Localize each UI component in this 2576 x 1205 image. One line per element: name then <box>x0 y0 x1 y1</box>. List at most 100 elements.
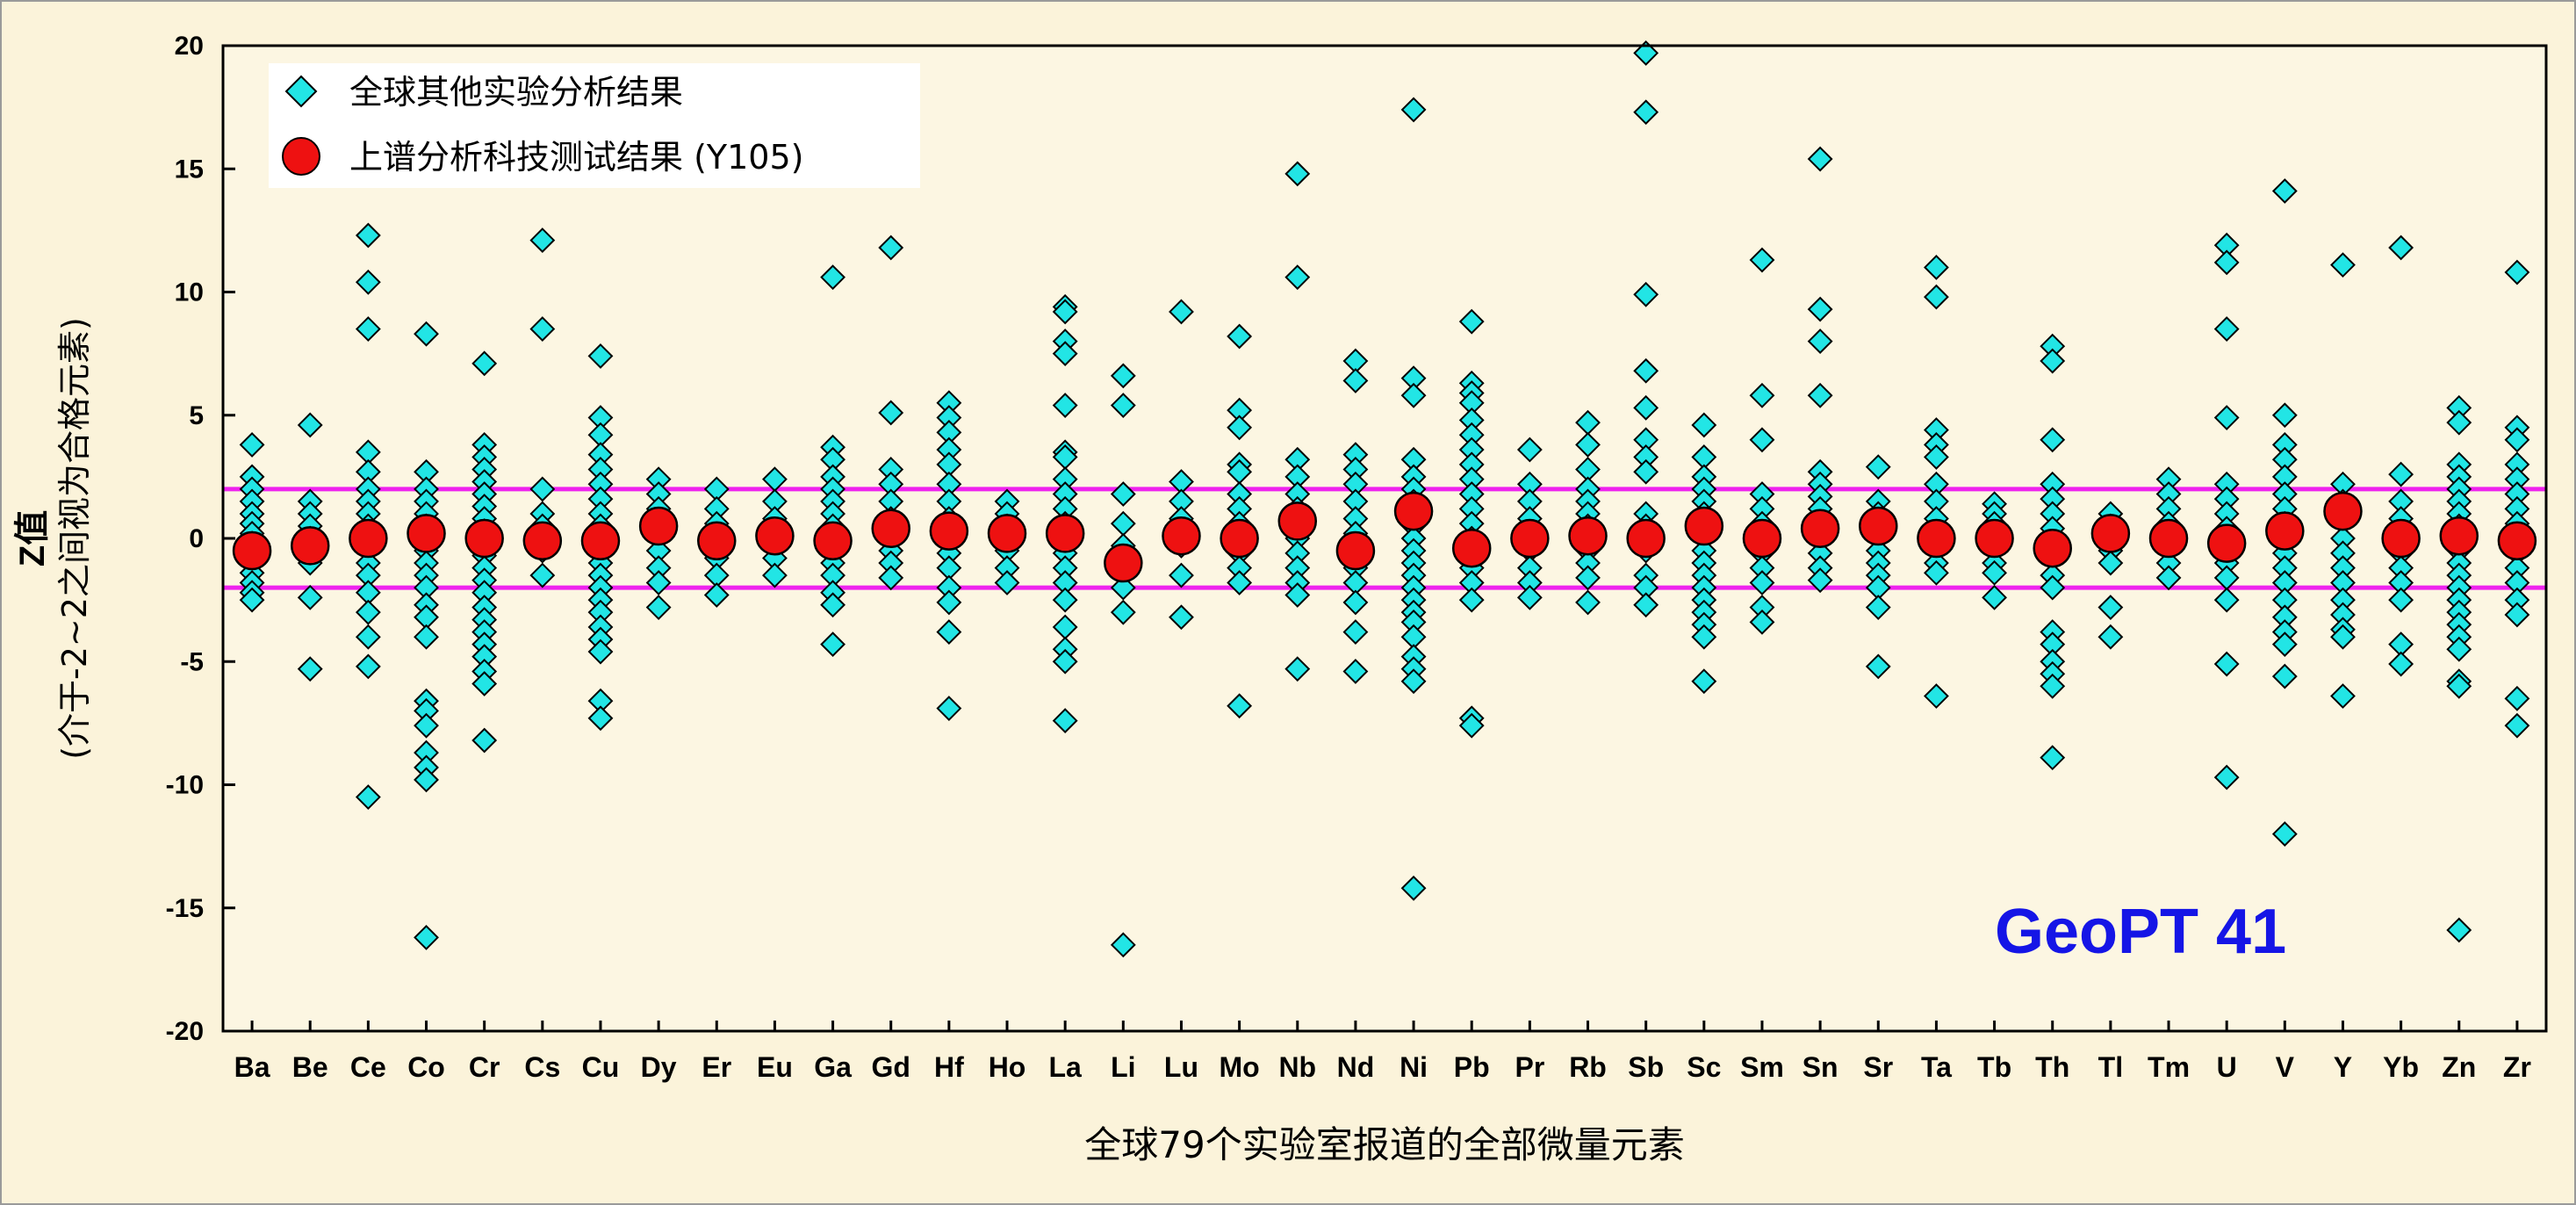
lab-result-point-mo <box>1227 693 1253 719</box>
lab-result-point-sn <box>1807 328 1833 355</box>
lab-result-point-nb <box>1284 656 1311 682</box>
y105-result-point-ga <box>813 521 853 561</box>
lab-result-point-la <box>1052 587 1078 613</box>
y105-result-point-er <box>697 521 737 561</box>
lab-result-point-ce <box>355 222 381 249</box>
lab-result-point-v <box>2271 663 2298 689</box>
x-tick-label-ba: Ba <box>234 1051 270 1083</box>
lab-result-point-tb <box>1982 584 2007 610</box>
lab-result-point-pr <box>1516 584 1543 610</box>
lab-result-point-nb <box>1284 264 1311 291</box>
y105-result-point-la <box>1045 514 1085 553</box>
lab-result-point-sb <box>1633 592 1659 618</box>
lab-result-point-sm <box>1749 427 1775 453</box>
x-tick-label-mo: Mo <box>1220 1051 1260 1083</box>
lab-result-point-sm <box>1749 382 1775 408</box>
lab-result-point-zr <box>2504 712 2530 739</box>
y105-result-point-be <box>290 526 330 566</box>
x-tick-label-sm: Sm <box>1740 1051 1784 1083</box>
x-tick-label-la: La <box>1049 1051 1083 1083</box>
y-tick-label: -15 <box>166 894 204 923</box>
lab-result-point-u <box>2213 405 2240 430</box>
y105-result-point-tm <box>2148 518 2189 559</box>
lab-result-point-ni <box>1400 97 1427 123</box>
lab-result-point-th <box>2040 348 2066 374</box>
lab-result-point-er <box>703 582 730 608</box>
y105-results-markers <box>232 491 2537 583</box>
lab-result-point-la <box>1052 341 1078 367</box>
lab-result-point-ce <box>355 599 381 625</box>
x-tick-label-pb: Pb <box>1454 1051 1490 1083</box>
y-tick-label: 0 <box>189 524 204 553</box>
x-tick-label-ni: Ni <box>1400 1051 1428 1083</box>
plot-area <box>223 46 2546 1031</box>
lab-result-point-v <box>2271 631 2298 658</box>
y105-result-point-ba <box>232 530 272 571</box>
y-tick-label: 15 <box>175 155 204 184</box>
lab-result-point-tl <box>2097 595 2124 620</box>
y105-result-point-ta <box>1917 518 1956 559</box>
lab-result-point-cr <box>471 671 498 696</box>
lab-result-point-cr <box>471 727 498 754</box>
lab-result-point-sn <box>1807 382 1833 408</box>
x-tick-label-cs: Cs <box>524 1051 560 1083</box>
x-tick-label-th: Th <box>2035 1051 2069 1083</box>
lab-result-point-v <box>2271 821 2298 848</box>
lab-result-point-nd <box>1342 368 1369 393</box>
lab-result-point-mo <box>1227 570 1253 595</box>
x-tick-label-pr: Pr <box>1515 1051 1544 1083</box>
x-tick-label-ce: Ce <box>350 1051 386 1083</box>
lab-result-point-yb <box>2388 587 2414 613</box>
lab-result-point-la <box>1052 648 1078 675</box>
y-axis-ticks: 20 15 10 5 0 -5 -10 -15 -20 <box>166 32 235 1046</box>
lab-result-point-cs <box>529 562 556 588</box>
lab-result-point-pb <box>1458 308 1485 335</box>
lab-result-point-tb <box>1982 559 2007 586</box>
lab-result-point-sm <box>1749 570 1775 595</box>
lab-result-point-sb <box>1633 281 1659 307</box>
lab-result-point-sb <box>1633 99 1659 126</box>
y105-result-point-sn <box>1800 509 1840 549</box>
lab-result-point-sn <box>1807 296 1833 322</box>
lab-result-point-co <box>414 624 439 650</box>
y105-result-point-sb <box>1626 518 1666 559</box>
x-tick-label-v: V <box>2276 1051 2295 1083</box>
y105-result-point-y <box>2323 491 2363 531</box>
lab-result-point-mo <box>1227 415 1253 441</box>
x-tick-label-tl: Tl <box>2098 1051 2123 1083</box>
y105-result-point-ni <box>1393 491 1434 531</box>
lab-result-point-gd <box>878 565 904 591</box>
x-axis-ticks: Ba Be Ce Co Cr Cs Cu Dy Er Eu Ga Gd Hf Ho La Li Lu Mo Nb Nd… <box>234 1021 2531 1083</box>
y105-result-point-mo <box>1220 518 1259 559</box>
lab-result-point-ni <box>1400 382 1427 408</box>
lab-result-point-ta <box>1924 444 1949 470</box>
lab-result-point-cu <box>587 705 614 732</box>
lab-result-point-zn <box>2446 409 2472 436</box>
y105-result-point-yb <box>2381 518 2421 559</box>
y105-result-point-hf <box>929 511 969 551</box>
lab-result-point-li <box>1110 599 1136 625</box>
lab-result-point-th <box>2040 673 2066 699</box>
y105-result-point-th <box>2033 528 2072 568</box>
x-tick-label-u: U <box>2217 1051 2237 1083</box>
lab-result-point-zn <box>2446 673 2472 699</box>
y105-result-point-sm <box>1742 518 1782 559</box>
lab-result-point-hf <box>936 589 962 616</box>
y105-result-point-ce <box>349 518 388 559</box>
lab-result-point-sc <box>1691 668 1717 695</box>
lab-result-point-la <box>1052 708 1078 733</box>
x-tick-label-co: Co <box>407 1051 445 1083</box>
x-tick-label-sn: Sn <box>1802 1051 1838 1083</box>
lab-result-point-sr <box>1865 595 1891 620</box>
x-tick-label-nd: Nd <box>1337 1051 1375 1083</box>
y105-result-point-zn <box>2439 516 2479 556</box>
y-axis-title: Z值 (介于-2~2之间视为合格元素) <box>13 317 94 760</box>
lab-result-point-ta <box>1924 284 1949 310</box>
lab-result-point-ta <box>1924 559 1949 586</box>
lab-result-point-u <box>2213 249 2240 276</box>
lab-result-point-tl <box>2097 550 2124 576</box>
lab-result-point-ba <box>239 431 265 458</box>
lab-result-point-la <box>1052 299 1078 325</box>
y-tick-label: -5 <box>180 647 204 676</box>
